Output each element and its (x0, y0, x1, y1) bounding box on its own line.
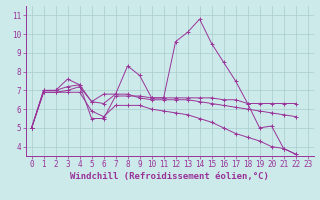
X-axis label: Windchill (Refroidissement éolien,°C): Windchill (Refroidissement éolien,°C) (70, 172, 269, 181)
